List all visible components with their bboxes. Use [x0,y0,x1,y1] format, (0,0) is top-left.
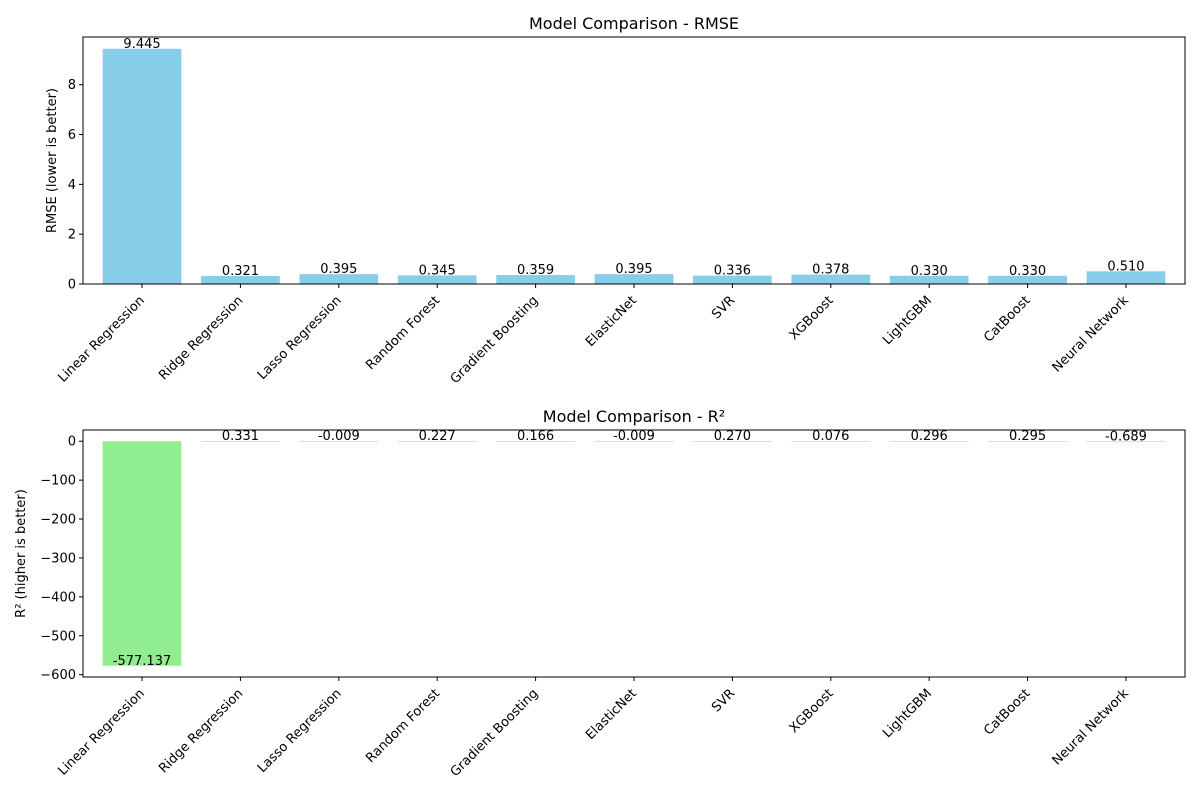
r2-chart-title: Model Comparison - R² [543,407,725,426]
r2-bar-2 [299,441,379,442]
rmse-data-label-5: 0.395 [615,262,652,277]
r2-y-tick-label-1: −100 [40,474,76,489]
rmse-y-axis-label: RMSE (lower is better) [45,88,60,233]
rmse-x-tick-label-8: LightGBM [880,293,935,348]
r2-x-tick-label-10: Neural Network [1050,686,1133,769]
r2-plot-frame [82,429,1186,678]
rmse-y-tick-label-2: 4 [68,178,76,193]
r2-data-label-7: 0.076 [812,429,849,444]
r2-x-tick-label-7: XGBoost [787,686,837,736]
r2-x-tick-label-2: Lasso Regression [255,686,345,776]
rmse-x-tick-label-10: Neural Network [1050,293,1133,376]
rmse-bar-8 [889,275,969,284]
r2-x-tick-label-6: SVR [709,686,738,715]
rmse-bar-10 [1086,271,1166,284]
rmse-data-label-10: 0.510 [1107,259,1144,274]
rmse-bar-1 [201,276,280,284]
r2-bar-0 [102,441,182,666]
rmse-y-tick-label-3: 6 [68,128,76,143]
rmse-bar-2 [299,274,379,284]
r2-bar-6 [693,441,772,442]
rmse-plot-frame [82,36,1186,285]
r2-bar-1 [201,441,280,442]
rmse-x-tick-label-3: Random Forest [363,293,443,373]
r2-y-tick-label-6: −600 [40,668,76,683]
rmse-bar-7 [791,274,871,284]
r2-y-tick-label-3: −300 [40,551,76,566]
rmse-x-tick-label-4: Gradient Boosting [448,293,542,387]
rmse-y-tick-label-4: 8 [68,78,76,93]
r2-y-tick-label-5: −500 [40,629,76,644]
r2-x-tick-label-5: ElasticNet [583,686,640,743]
rmse-data-label-6: 0.336 [714,264,751,279]
rmse-data-label-4: 0.359 [517,263,554,278]
r2-bar-8 [889,441,969,442]
r2-y-tick-label-4: −400 [40,590,76,605]
r2-data-label-3: 0.227 [419,429,456,444]
rmse-data-label-1: 0.321 [222,264,259,279]
rmse-x-tick-label-1: Ridge Regression [156,293,246,383]
rmse-x-tick-label-0: Linear Regression [55,293,147,385]
r2-data-label-8: 0.296 [911,429,948,444]
r2-bar-10 [1086,441,1166,442]
rmse-y-tick-label-1: 2 [68,228,76,243]
rmse-data-label-2: 0.395 [320,262,357,277]
r2-x-tick-label-1: Ridge Regression [156,686,246,776]
r2-data-label-4: 0.166 [517,429,554,444]
rmse-chart: Model Comparison - RMSE RMSE (lower is be… [45,14,1186,387]
r2-data-label-1: 0.331 [222,429,259,444]
r2-y-tick-label-2: −200 [40,513,76,528]
r2-data-label-9: 0.295 [1009,429,1046,444]
r2-x-tick-label-8: LightGBM [880,686,935,741]
rmse-data-label-8: 0.330 [911,264,948,279]
r2-bar-7 [791,441,871,442]
rmse-chart-title: Model Comparison - RMSE [529,14,739,33]
rmse-x-tick-label-6: SVR [709,293,738,322]
rmse-bar-4 [496,275,575,284]
r2-data-label-0: -577.137 [113,654,171,669]
rmse-x-tick-label-7: XGBoost [787,293,837,343]
rmse-bar-5 [594,274,674,284]
rmse-bar-0 [102,48,182,284]
r2-x-tick-label-4: Gradient Boosting [448,686,542,780]
rmse-data-label-7: 0.378 [812,263,849,278]
r2-y-axis-label: R² (higher is better) [14,489,29,618]
r2-bar-5 [594,441,674,442]
r2-data-label-2: -0.009 [318,429,360,444]
rmse-data-label-0: 9.445 [123,37,160,52]
r2-data-label-6: 0.270 [714,429,751,444]
r2-x-tick-label-3: Random Forest [363,686,443,766]
rmse-x-tick-label-9: CatBoost [981,293,1033,345]
r2-data-label-5: -0.009 [613,429,655,444]
r2-chart: Model Comparison - R² R² (higher is bette… [14,407,1186,780]
rmse-x-tick-label-2: Lasso Regression [255,293,345,383]
rmse-data-label-9: 0.330 [1009,264,1046,279]
r2-data-label-10: -0.689 [1105,429,1147,444]
rmse-y-tick-label-0: 0 [68,278,76,293]
r2-y-tick-label-0: 0 [68,435,76,450]
rmse-data-label-3: 0.345 [419,263,456,278]
rmse-bar-6 [693,275,772,284]
r2-bar-4 [496,441,575,442]
r2-bar-3 [397,441,477,442]
rmse-bar-3 [397,275,477,284]
r2-x-tick-label-0: Linear Regression [55,686,147,778]
r2-bar-9 [988,441,1067,442]
r2-x-tick-label-9: CatBoost [981,686,1033,738]
rmse-bar-9 [988,275,1067,284]
rmse-x-tick-label-5: ElasticNet [583,293,640,350]
